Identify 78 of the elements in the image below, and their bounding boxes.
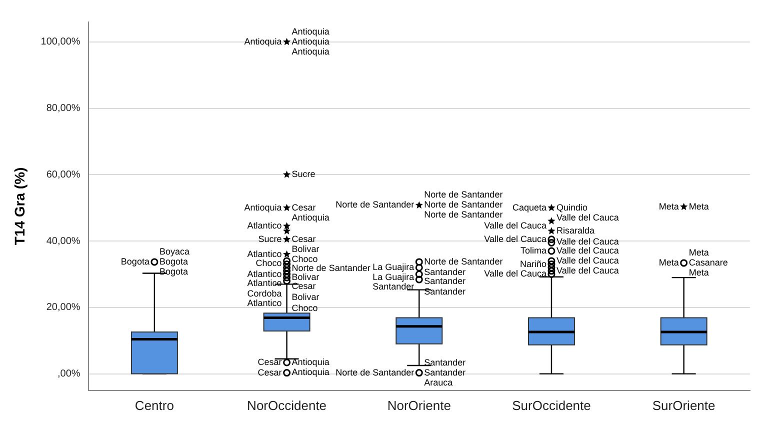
annotation: Cesar bbox=[292, 281, 316, 292]
y-tick-label: 80,00% bbox=[46, 103, 80, 114]
annotation: Norte de Santander bbox=[424, 256, 503, 266]
annotation: Santander bbox=[424, 267, 466, 278]
annotation: Meta bbox=[658, 257, 679, 268]
annotation: Antioquia bbox=[292, 212, 330, 222]
annotation: Bogota bbox=[159, 256, 188, 266]
annotation: Valle del Cauca bbox=[556, 236, 619, 246]
annotation: Atlantico bbox=[247, 248, 282, 259]
annotation: Antioquia bbox=[292, 26, 330, 36]
annotation: Santander bbox=[424, 367, 466, 378]
annotation: Antioquia bbox=[244, 202, 282, 212]
annotation: Nariño bbox=[520, 258, 546, 269]
annotation: Boyaca bbox=[159, 246, 190, 256]
annotation: Valle del Cauca bbox=[484, 268, 546, 279]
annotation: Atlantico bbox=[247, 298, 282, 308]
annotation: Bogota bbox=[159, 266, 188, 276]
annotation: Meta bbox=[688, 267, 709, 278]
annotation: Bogota bbox=[120, 256, 150, 266]
annotation: Meta bbox=[658, 201, 679, 212]
annotation: Antioquia bbox=[292, 36, 330, 46]
annotation: Valle del Cauca bbox=[556, 212, 619, 222]
annotation: Caqueta bbox=[512, 202, 546, 212]
annotation: Cordoba bbox=[247, 288, 282, 299]
x-tick-label: Centro bbox=[134, 398, 174, 413]
annotation: Norte de Santander bbox=[336, 200, 414, 210]
x-tick-label: NorOriente bbox=[387, 398, 451, 413]
annotation: Norte de Santander bbox=[424, 200, 503, 210]
annotation: Antioquia bbox=[292, 367, 330, 378]
annotation: Norte de Santander bbox=[424, 210, 503, 220]
annotation: Choco bbox=[292, 302, 318, 313]
annotation: Santander bbox=[424, 286, 466, 297]
annotation: Cesar bbox=[292, 202, 316, 212]
annotation: Valle del Cauca bbox=[556, 255, 619, 266]
annotation: Cesar bbox=[258, 367, 282, 378]
x-tick-label: NorOccidente bbox=[247, 398, 327, 413]
x-tick-label: SurOriente bbox=[652, 398, 716, 413]
annotation: Cesar bbox=[258, 357, 282, 368]
annotation: Antioquia bbox=[292, 357, 330, 368]
annotation: La Guajira bbox=[372, 272, 414, 282]
annotation: Norte de Santander bbox=[336, 367, 414, 378]
x-tick-label: SurOccidente bbox=[512, 398, 591, 413]
annotation: Sucre bbox=[258, 234, 282, 244]
annotation: Norte de Santander bbox=[292, 262, 370, 273]
annotation: La Guajira bbox=[372, 262, 414, 272]
annotation: Valle del Cauca bbox=[484, 234, 546, 244]
annotation: Bolivar bbox=[292, 244, 320, 254]
y-tick-label: ,00% bbox=[57, 368, 80, 380]
annotation: Arauca bbox=[424, 377, 453, 388]
annotation: Santander bbox=[424, 276, 466, 286]
y-tick-label: 100,00% bbox=[40, 36, 80, 48]
annotation: Bolivar bbox=[292, 272, 320, 282]
annotation: Quindio bbox=[556, 202, 588, 212]
y-tick-label: 60,00% bbox=[46, 169, 80, 180]
annotation: Atlantico bbox=[247, 278, 282, 288]
annotation: Choco bbox=[292, 254, 318, 264]
annotation: Santander bbox=[372, 282, 414, 292]
annotation: Valle del Cauca bbox=[556, 245, 619, 256]
annotation: Atlantico bbox=[247, 268, 282, 279]
annotation: Antioquia bbox=[292, 46, 330, 56]
annotation: Antioquia bbox=[244, 36, 282, 46]
annotation: Cesar bbox=[292, 234, 316, 244]
annotation: Casanare bbox=[688, 257, 728, 268]
annotation: Risaralda bbox=[556, 226, 595, 236]
annotation: Valle del Cauca bbox=[556, 265, 619, 276]
annotation: Santander bbox=[424, 357, 466, 368]
annotation: Sucre bbox=[292, 169, 316, 180]
annotation: Atlantico bbox=[247, 220, 282, 231]
annotation: Meta bbox=[688, 201, 709, 212]
y-tick-label: 40,00% bbox=[46, 236, 80, 247]
annotation: Choco bbox=[256, 258, 282, 268]
annotation: Valle del Cauca bbox=[484, 220, 546, 231]
y-axis-title: T14 Gra (%) bbox=[11, 167, 28, 246]
annotation: Meta bbox=[688, 247, 709, 258]
y-tick-label: 20,00% bbox=[46, 302, 80, 314]
annotation: Norte de Santander bbox=[424, 190, 503, 200]
annotation: Tolima bbox=[520, 245, 546, 256]
annotation: Bolivar bbox=[292, 292, 320, 302]
